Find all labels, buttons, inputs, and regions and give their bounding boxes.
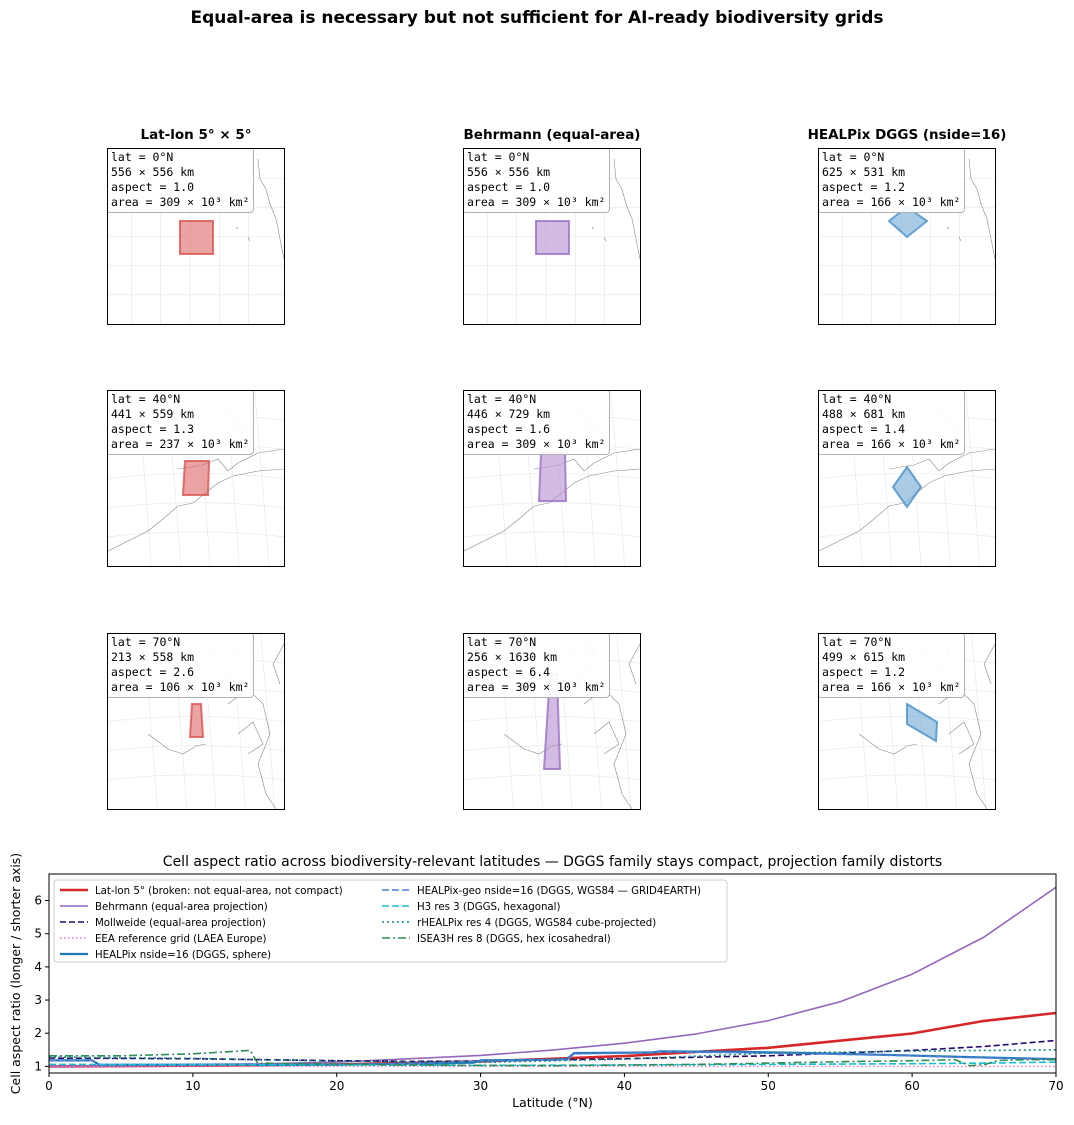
info-lat: lat = 70°N <box>111 635 181 649</box>
info-dims: 625 × 531 km <box>822 165 906 179</box>
info-dims: 556 × 556 km <box>111 165 195 179</box>
x-axis-label: Latitude (°N) <box>512 1095 593 1110</box>
panel-info: lat = 0°N 556 × 556 km aspect = 1.0 area… <box>464 149 611 213</box>
info-dims: 446 × 729 km <box>467 407 551 421</box>
y-axis-label: Cell aspect ratio (longer / shorter axis… <box>8 853 23 1094</box>
panel-info: lat = 70°N 256 × 1630 km aspect = 6.4 ar… <box>464 634 611 698</box>
info-lat: lat = 0°N <box>467 150 530 164</box>
info-aspect: aspect = 1.6 <box>467 422 551 436</box>
info-lat: lat = 0°N <box>111 150 174 164</box>
panel-info: lat = 0°N 625 × 531 km aspect = 1.2 area… <box>819 149 966 213</box>
info-area: area = 106 × 10³ km² <box>111 680 250 694</box>
legend-label-2: Mollweide (equal-area projection) <box>95 918 266 929</box>
info-dims: 441 × 559 km <box>111 407 195 421</box>
map-panel-behrmann-40: lat = 40°N 446 × 729 km aspect = 1.6 are… <box>463 390 641 567</box>
map-panel-latlon-70: lat = 70°N 213 × 558 km aspect = 2.6 are… <box>107 633 285 810</box>
map-panel-behrmann-0: lat = 0°N 556 × 556 km aspect = 1.0 area… <box>463 148 641 325</box>
panel-info: lat = 40°N 488 × 681 km aspect = 1.4 are… <box>819 391 966 455</box>
legend-label-4: HEALPix nside=16 (DGGS, sphere) <box>95 950 271 961</box>
x-tick-label: 10 <box>185 1079 200 1093</box>
grid-cell-shape <box>188 703 205 738</box>
legend-label-8: ISEA3H res 8 (DGGS, hex icosahedral) <box>417 934 611 945</box>
x-tick-label: 0 <box>45 1079 53 1093</box>
y-tick-label: 2 <box>34 1026 42 1040</box>
info-lat: lat = 70°N <box>822 635 892 649</box>
info-aspect: aspect = 1.3 <box>111 422 195 436</box>
info-area: area = 309 × 10³ km² <box>467 195 606 209</box>
info-dims: 488 × 681 km <box>822 407 906 421</box>
series-line-1 <box>49 886 1056 1068</box>
info-area: area = 166 × 10³ km² <box>822 195 961 209</box>
info-area: area = 237 × 10³ km² <box>111 437 250 451</box>
aspect-ratio-line-chart: Cell aspect ratio across biodiversity-re… <box>8 853 1064 1110</box>
map-panel-behrmann-70: lat = 70°N 256 × 1630 km aspect = 6.4 ar… <box>463 633 641 810</box>
grid-cell-shape <box>535 220 570 255</box>
info-area: area = 309 × 10³ km² <box>467 680 606 694</box>
series-line-2 <box>49 1039 1056 1063</box>
info-dims: 213 × 558 km <box>111 650 195 664</box>
column-title-latlon: Lat-lon 5° × 5° <box>140 127 252 143</box>
map-panel-healpix-40: lat = 40°N 488 × 681 km aspect = 1.4 are… <box>818 390 996 567</box>
x-tick-label: 70 <box>1048 1079 1063 1093</box>
map-panel-healpix-70: lat = 70°N 499 × 615 km aspect = 1.2 are… <box>818 633 996 810</box>
info-lat: lat = 40°N <box>467 392 537 406</box>
grid-cell-shape <box>891 465 923 509</box>
map-panel-latlon-40: lat = 40°N 441 × 559 km aspect = 1.3 are… <box>107 390 285 567</box>
info-lat: lat = 70°N <box>467 635 537 649</box>
map-panel-healpix-0: lat = 0°N 625 × 531 km aspect = 1.2 area… <box>818 148 996 325</box>
column-title-behrmann: Behrmann (equal-area) <box>463 127 641 143</box>
info-dims: 256 × 1630 km <box>467 650 558 664</box>
y-tick-label: 1 <box>34 1059 42 1073</box>
chart-title: Cell aspect ratio across biodiversity-re… <box>163 854 942 870</box>
x-tick-label: 30 <box>473 1079 488 1093</box>
y-tick-label: 3 <box>34 993 42 1007</box>
legend-label-3: EEA reference grid (LAEA Europe) <box>95 934 266 945</box>
legend <box>53 879 728 963</box>
y-tick-label: 6 <box>34 894 42 908</box>
grid-cell-shape <box>537 452 568 502</box>
legend-label-7: rHEALPix res 4 (DGGS, WGS84 cube-project… <box>417 918 656 929</box>
legend-label-5: HEALPix-geo nside=16 (DGGS, WGS84 — GRID… <box>417 886 701 897</box>
info-area: area = 166 × 10³ km² <box>822 680 961 694</box>
x-tick-label: 50 <box>761 1079 776 1093</box>
info-aspect: aspect = 2.6 <box>111 665 195 679</box>
info-lat: lat = 40°N <box>822 392 892 406</box>
map-panel-latlon-0: lat = 0°N 556 × 556 km aspect = 1.0 area… <box>107 148 285 325</box>
grid-cell-shape <box>906 702 939 743</box>
info-dims: 499 × 615 km <box>822 650 906 664</box>
grid-cell-shape <box>181 460 211 496</box>
panel-info: lat = 40°N 441 × 559 km aspect = 1.3 are… <box>108 391 255 455</box>
column-title-healpix: HEALPix DGGS (nside=16) <box>807 127 1007 143</box>
panel-info: lat = 70°N 213 × 558 km aspect = 2.6 are… <box>108 634 255 698</box>
x-tick-label: 20 <box>329 1079 344 1093</box>
info-aspect: aspect = 1.0 <box>111 180 195 194</box>
info-lat: lat = 0°N <box>822 150 885 164</box>
panel-info: lat = 0°N 556 × 556 km aspect = 1.0 area… <box>108 149 255 213</box>
x-tick-label: 40 <box>617 1079 632 1093</box>
info-lat: lat = 40°N <box>111 392 181 406</box>
x-tick-label: 60 <box>905 1079 920 1093</box>
legend-label-1: Behrmann (equal-area projection) <box>95 902 268 913</box>
info-area: area = 309 × 10³ km² <box>467 437 606 451</box>
info-dims: 556 × 556 km <box>467 165 551 179</box>
info-area: area = 309 × 10³ km² <box>111 195 250 209</box>
basemap <box>819 391 995 566</box>
info-aspect: aspect = 1.2 <box>822 180 906 194</box>
y-tick-label: 4 <box>34 960 42 974</box>
figure-title: Equal-area is necessary but not sufficie… <box>190 8 884 28</box>
legend-label-0: Lat-lon 5° (broken: not equal-area, not … <box>95 886 343 897</box>
y-tick-label: 5 <box>34 927 42 941</box>
panel-info: lat = 70°N 499 × 615 km aspect = 1.2 are… <box>819 634 966 698</box>
info-aspect: aspect = 1.4 <box>822 422 906 436</box>
info-aspect: aspect = 6.4 <box>467 665 551 679</box>
info-area: area = 166 × 10³ km² <box>822 437 961 451</box>
grid-cell-shape <box>179 220 214 255</box>
panel-info: lat = 40°N 446 × 729 km aspect = 1.6 are… <box>464 391 611 455</box>
series-line-8 <box>49 1049 1056 1067</box>
legend-label-6: H3 res 3 (DGGS, hexagonal) <box>417 902 560 913</box>
info-aspect: aspect = 1.2 <box>822 665 906 679</box>
info-aspect: aspect = 1.0 <box>467 180 551 194</box>
